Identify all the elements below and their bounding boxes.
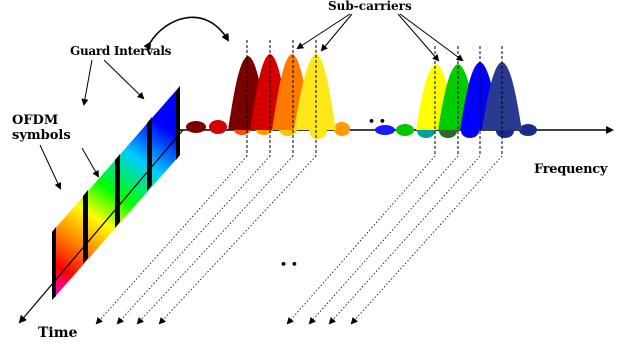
ofdm-symbol-pointers	[39, 144, 99, 190]
subcarrier-pointers	[296, 13, 464, 62]
time-projections-left	[95, 155, 317, 325]
subcarrier-group-left	[186, 40, 350, 156]
curved-double-arrow	[143, 16, 230, 51]
guard-interval-bar	[176, 86, 180, 160]
subcarrier-lobe	[294, 54, 336, 130]
time-ellipsis: • •	[280, 258, 298, 271]
guard-interval-bar	[83, 190, 88, 264]
guard-interval-bar	[115, 154, 120, 228]
guard-interval-bar	[147, 117, 152, 191]
ofdm-symbols-label-line2: symbols	[12, 128, 71, 143]
subcarrier-group-right	[375, 46, 537, 156]
guard-interval-bar	[52, 227, 56, 300]
time-projections-right	[286, 155, 503, 325]
frequency-axis-label: Frequency	[534, 162, 608, 177]
guard-intervals-label: Guard Intervals	[70, 44, 172, 58]
time-axis-label: Time	[38, 325, 78, 341]
ofdm-symbols-strip	[52, 86, 180, 300]
time-axis	[18, 129, 184, 324]
subcarriers-label: Sub-carriers	[328, 0, 412, 13]
guard-interval-pointers	[81, 59, 145, 106]
frequency-ellipsis: • •	[368, 115, 386, 128]
ofdm-symbols-label-line1: OFDM	[12, 113, 59, 128]
